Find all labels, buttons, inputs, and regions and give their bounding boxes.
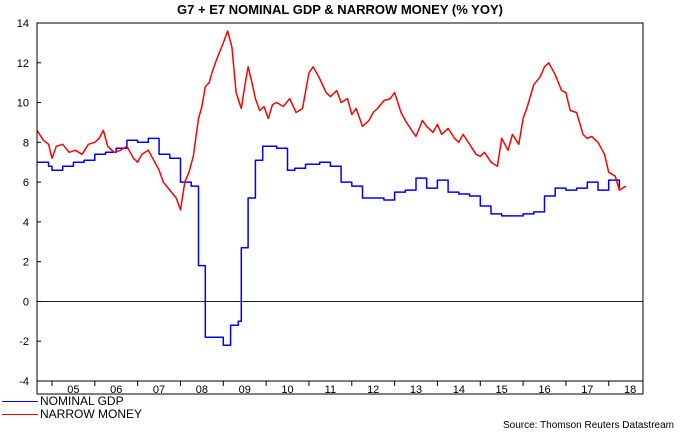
x-tick-label: 13 <box>410 384 422 396</box>
x-tick-label: 09 <box>239 384 251 396</box>
legend-swatch-narrow-money <box>2 414 38 415</box>
chart-title: G7 + E7 NOMINAL GDP & NARROW MONEY (% YO… <box>177 2 503 17</box>
y-tick-label: 2 <box>23 257 29 269</box>
y-tick-label: 0 <box>23 296 29 308</box>
x-tick-label: 12 <box>367 384 379 396</box>
y-tick-label: 8 <box>23 137 29 149</box>
x-tick-label: 18 <box>624 384 636 396</box>
x-tick-label: 11 <box>325 384 336 396</box>
legend: NOMINAL GDP NARROW MONEY <box>2 395 142 421</box>
series-line-nominal-gdp <box>37 137 621 346</box>
y-tick-label: 4 <box>23 217 29 229</box>
plot-frame <box>36 22 644 395</box>
y-tick-label: -2 <box>19 336 29 348</box>
y-tick-label: -4 <box>19 376 29 388</box>
x-tick-label: 07 <box>153 384 165 396</box>
x-tick-label: 14 <box>453 384 465 396</box>
legend-label-narrow-money: NARROW MONEY <box>40 407 142 421</box>
legend-item-nominal-gdp: NOMINAL GDP <box>2 395 142 408</box>
y-tick-label: 10 <box>17 98 29 110</box>
y-tick-label: 12 <box>17 58 29 70</box>
x-tick-label: 06 <box>110 384 122 396</box>
legend-swatch-nominal-gdp <box>2 401 38 402</box>
y-tick-label: 6 <box>23 177 29 189</box>
x-tick-label: 15 <box>496 384 508 396</box>
x-tick-label: 08 <box>196 384 208 396</box>
x-tick-label: 05 <box>67 384 79 396</box>
x-tick-label: 10 <box>281 384 293 396</box>
x-tick-label: 17 <box>581 384 593 396</box>
legend-label-nominal-gdp: NOMINAL GDP <box>40 394 124 408</box>
y-tick-label: 14 <box>17 18 29 30</box>
series-line-narrow-money <box>36 30 627 211</box>
x-tick-label: 16 <box>538 384 550 396</box>
source-note: Source: Thomson Reuters Datastream <box>502 420 674 431</box>
legend-item-narrow-money: NARROW MONEY <box>2 408 142 421</box>
